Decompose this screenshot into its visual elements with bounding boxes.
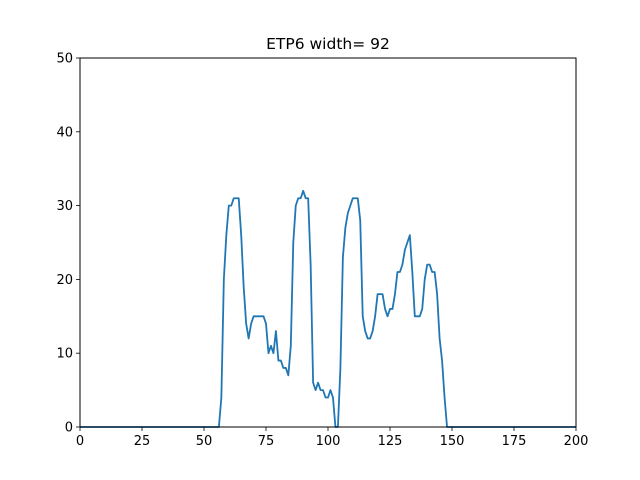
x-tick-label: 50	[196, 434, 213, 449]
y-tick-label: 20	[56, 273, 73, 288]
x-tick-label: 100	[316, 434, 341, 449]
y-tick-label: 0	[65, 421, 73, 436]
x-tick-label: 0	[76, 434, 84, 449]
x-tick-label: 125	[378, 434, 403, 449]
x-tick-label: 25	[134, 434, 151, 449]
y-tick-label: 50	[56, 52, 73, 67]
chart-title: ETP6 width= 92	[266, 35, 390, 53]
y-tick-label: 40	[56, 125, 73, 140]
x-tick-label: 175	[502, 434, 527, 449]
y-tick-label: 10	[56, 347, 73, 362]
x-tick-label: 200	[564, 434, 589, 449]
series-line-0	[80, 189, 576, 428]
y-tick-label: 30	[56, 199, 73, 214]
x-tick-label: 150	[440, 434, 465, 449]
x-tick-label: 75	[258, 434, 275, 449]
